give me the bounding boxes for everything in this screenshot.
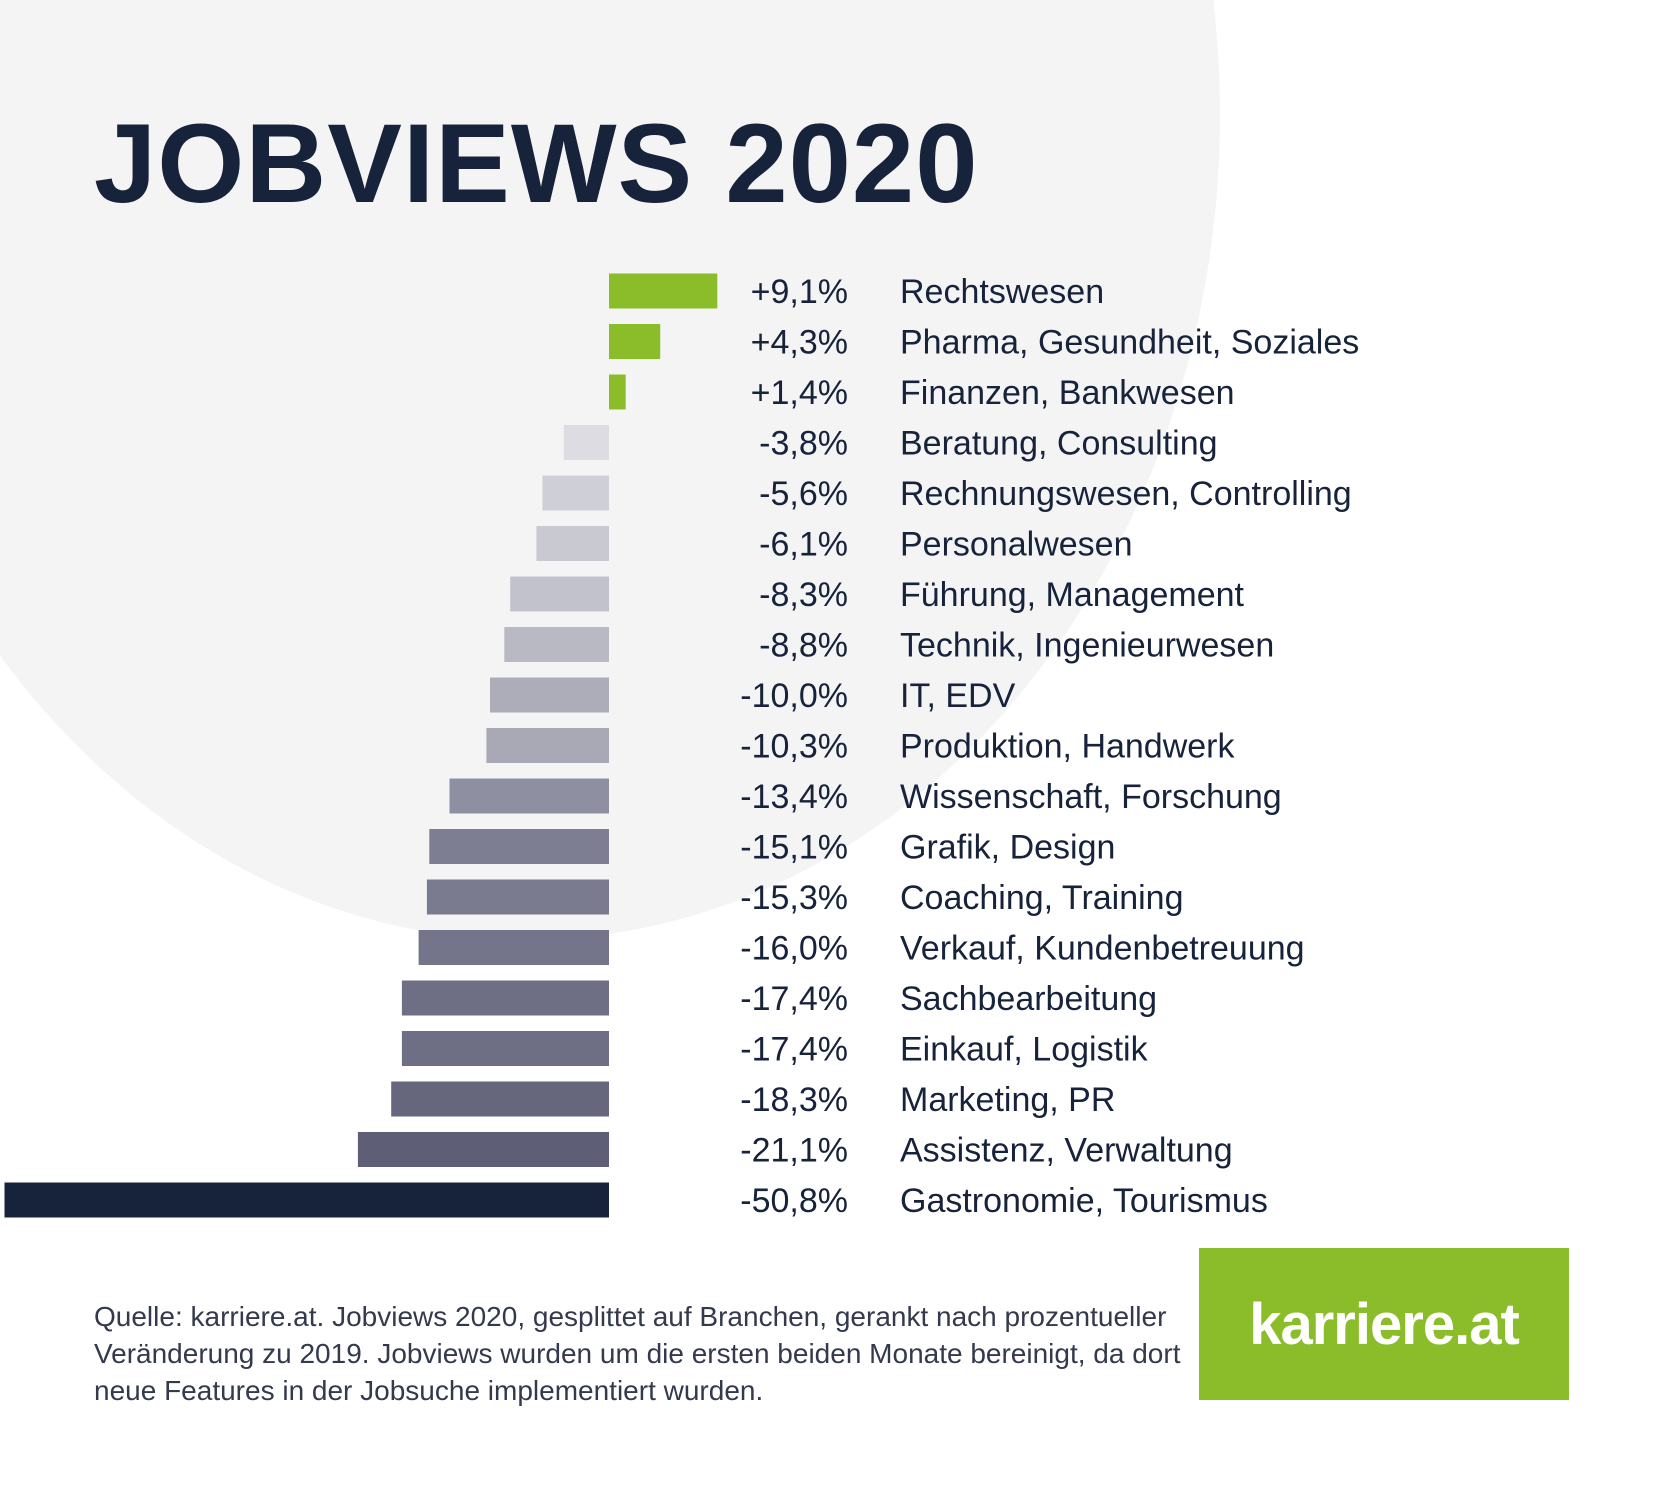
chart-title: JOBVIEWS 2020 [94,101,979,226]
value-label: -5,6% [759,475,848,513]
category-label: Gastronomie, Tourismus [900,1182,1268,1220]
bar [486,728,609,763]
category-label: Marketing, PR [900,1081,1115,1119]
value-label: -17,4% [740,980,848,1018]
category-label: Rechtswesen [900,273,1104,311]
value-label: -15,1% [740,829,848,867]
bar [536,526,609,561]
logo-text: karriere.at [1249,1291,1520,1357]
value-label: -6,1% [759,526,848,564]
value-label: -10,3% [740,728,848,766]
category-label: Verkauf, Kundenbetreuung [900,930,1305,968]
value-label: -8,8% [759,627,848,665]
category-label: Produktion, Handwerk [900,728,1236,766]
bar [609,273,718,309]
value-label: -16,0% [740,930,848,968]
bar [563,425,609,460]
value-label: -50,8% [740,1182,848,1220]
category-label: Rechnungswesen, Controlling [900,475,1352,513]
bar [426,879,609,915]
bar [542,475,609,511]
category-label: Pharma, Gesundheit, Soziales [900,324,1359,362]
source-note: Quelle: karriere.at. Jobviews 2020, gesp… [94,1301,1181,1406]
karriere-logo: karriere.at [1199,1248,1569,1400]
bar [504,627,609,662]
value-label: -21,1% [740,1132,848,1170]
value-label: +1,4% [751,374,848,412]
bar [490,677,609,713]
bar [391,1081,609,1117]
category-label: Assistenz, Verwaltung [900,1132,1233,1170]
bar [418,930,609,965]
value-label: +4,3% [751,324,848,362]
value-label: +9,1% [751,273,848,311]
value-label: -3,8% [759,425,848,463]
category-label: Wissenschaft, Forschung [900,778,1282,816]
value-label: -8,3% [759,576,848,614]
category-label: IT, EDV [900,677,1016,715]
category-label: Finanzen, Bankwesen [900,374,1235,412]
bar [510,576,609,612]
value-label: -17,4% [740,1031,848,1069]
bar [609,324,661,359]
category-label: Grafik, Design [900,829,1115,867]
bar [4,1182,609,1218]
value-label: -10,0% [740,677,848,715]
category-label: Technik, Ingenieurwesen [900,627,1274,665]
category-label: Personalwesen [900,526,1132,564]
category-label: Sachbearbeitung [900,980,1157,1018]
value-label: -15,3% [740,879,848,917]
category-label: Führung, Management [900,576,1245,614]
category-label: Coaching, Training [900,879,1184,917]
bar [357,1132,609,1167]
bar [449,778,609,814]
bar [429,829,609,864]
value-label: -18,3% [740,1081,848,1119]
bar [609,374,626,410]
bar [401,980,609,1016]
value-label: -13,4% [740,778,848,816]
bar [401,1031,609,1066]
category-label: Beratung, Consulting [900,425,1218,463]
category-label: Einkauf, Logistik [900,1031,1149,1069]
